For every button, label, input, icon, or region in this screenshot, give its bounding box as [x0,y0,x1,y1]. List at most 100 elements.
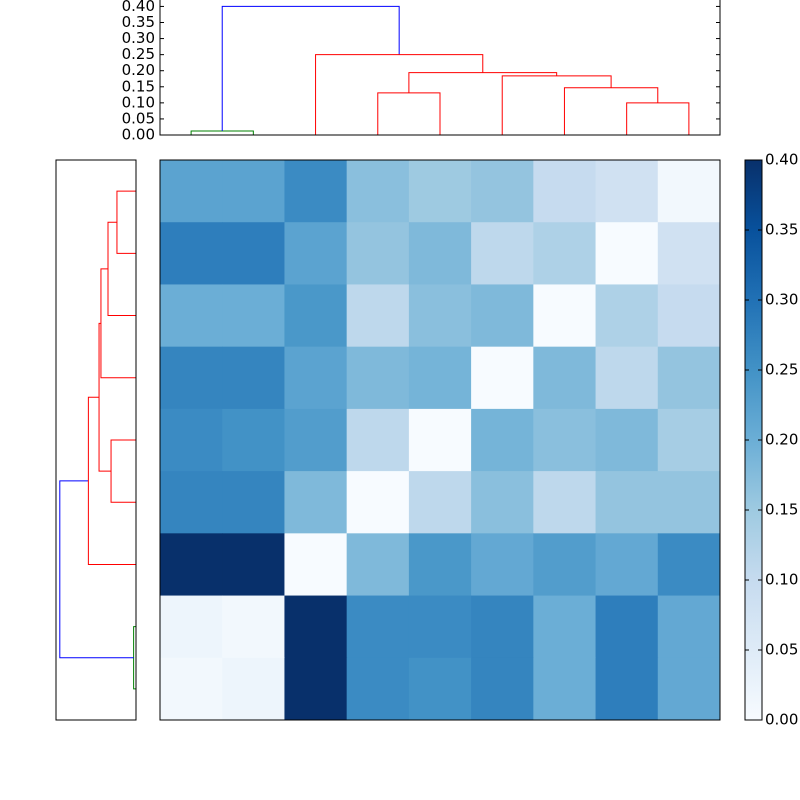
heatmap-cell [595,284,659,348]
heatmap-cell [160,346,223,410]
heatmap-cell [471,408,534,472]
top-dendrogram-link [408,72,558,93]
heatmap-cell [284,657,348,721]
heatmap-cell [222,533,285,597]
heatmap-cell [471,346,534,410]
heatmap-cell [471,595,534,659]
top-dendrogram-link [315,54,484,135]
heatmap-cell [657,657,721,721]
colorbar-tick-label: 0.00 [765,711,798,729]
top-dendrogram-link [377,92,441,135]
heatmap-cell [657,160,721,223]
top-dendrogram-link [626,102,690,135]
heatmap-cell [346,533,410,597]
top-dendrogram-link [501,75,612,135]
heatmap-cell [533,657,597,721]
heatmap-cell [222,160,285,223]
heatmap-cell [657,595,721,659]
colorbar-tick-label: 0.35 [765,221,798,239]
heatmap-cell [471,284,534,348]
y-tick-label: 0.05 [122,109,155,127]
colorbar-tick-label: 0.40 [765,151,798,169]
heatmap-cell [533,346,597,410]
heatmap-cell [471,222,534,285]
heatmap-cell [160,160,223,223]
left-dendrogram-link [98,322,112,472]
heatmap-cell [408,408,472,472]
heatmap-cell [222,657,285,721]
heatmap-cell [408,657,472,721]
heatmap-cell [595,533,659,597]
heatmap-cell [408,284,472,348]
y-tick-label: 0.25 [122,45,155,63]
heatmap-cell [222,346,285,410]
heatmap-cell [408,346,472,410]
heatmap-cell [160,222,223,285]
heatmap-cell [533,160,597,223]
left-dendrogram-link [107,221,136,317]
heatmap-cell [284,408,348,472]
heatmap-cell [657,471,721,534]
heatmap-cell [284,160,348,223]
heatmap-cell [346,657,410,721]
top-dendrogram-frame [159,0,721,136]
heatmap-cell [284,222,348,285]
left-dendrogram-link [59,480,134,659]
heatmap-cell [533,533,597,597]
top-dendrogram-link [221,5,400,131]
colorbar-tick-label: 0.30 [765,291,798,309]
y-tick-label: 0.20 [122,61,155,79]
heatmap-cell [471,533,534,597]
heatmap-cell [408,533,472,597]
heatmap-cell [471,471,534,534]
left-dendrogram-frame [55,159,137,721]
heatmap-cell [222,408,285,472]
y-tick-label: 0.30 [122,29,155,47]
heatmap-cell [284,284,348,348]
heatmap-cell [346,284,410,348]
y-tick-label: 0.10 [122,93,155,111]
heatmap-cell [346,408,410,472]
left-dendrogram-link [87,396,136,565]
heatmap-cell [595,160,659,223]
y-tick-label: 0.15 [122,77,155,95]
top-dendrogram-link [190,130,254,135]
heatmap-cell [222,595,285,659]
heatmap-cell [160,595,223,659]
left-dendrogram-link [100,268,136,379]
heatmap-cell [657,533,721,597]
heatmap-cell [160,657,223,721]
colorbar-tick-label: 0.25 [765,361,798,379]
heatmap-cell [346,346,410,410]
heatmap-cell [595,222,659,285]
colorbar-tick-label: 0.15 [765,501,798,519]
heatmap-cell [471,657,534,721]
colorbar-tick-label: 0.05 [765,641,798,659]
heatmap-cell [160,471,223,534]
heatmap-cell [160,284,223,348]
heatmap-cell [657,408,721,472]
heatmap-cell [160,533,223,597]
y-tick-label: 0.35 [122,13,155,31]
heatmap-cell [408,595,472,659]
heatmap-cell [346,222,410,285]
heatmap-cell [284,346,348,410]
heatmap-cell [346,160,410,223]
heatmap-cell [222,471,285,534]
heatmap-cell [533,595,597,659]
heatmap-cell [471,160,534,223]
heatmap-frame [159,159,721,721]
left-dendrogram-link [116,190,136,254]
heatmap-cell [595,657,659,721]
heatmap-cell [160,408,223,472]
heatmap-cell [533,222,597,285]
heatmap-cell [595,408,659,472]
heatmap-cell [222,222,285,285]
heatmap-cell [595,346,659,410]
heatmap-cell [595,595,659,659]
heatmap-cell [408,160,472,223]
colorbar-tick-label: 0.10 [765,571,798,589]
heatmap-cell [284,595,348,659]
heatmap-cell [657,284,721,348]
